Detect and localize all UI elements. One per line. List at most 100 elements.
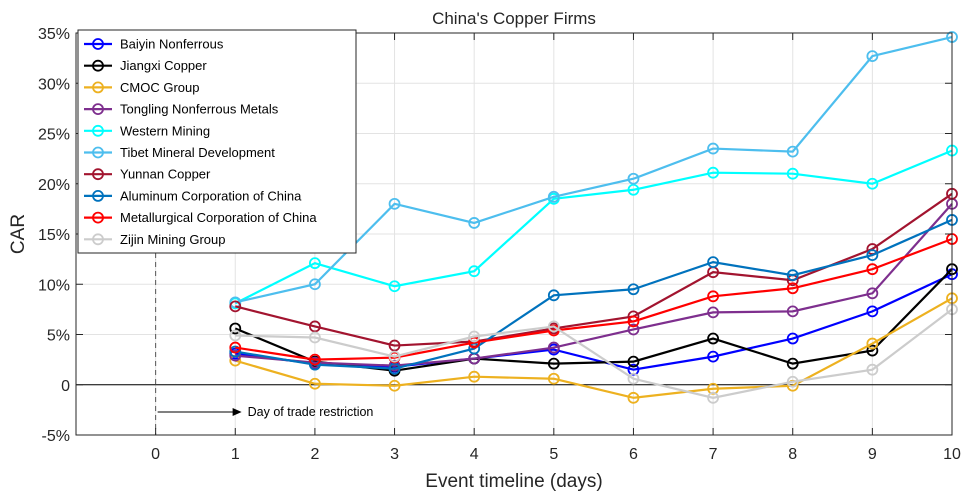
annotation-text: Day of trade restriction (248, 405, 374, 419)
series-point (229, 349, 242, 362)
series-point (309, 320, 321, 333)
legend: Baiyin Nonferrous Jiangxi Copper CMOC Grou… (77, 29, 357, 254)
series-point (547, 341, 560, 354)
series-point (388, 197, 401, 210)
series-point (786, 167, 799, 180)
legend-swatch-marker (92, 233, 104, 246)
series-point (229, 322, 242, 335)
x-tick-label: 1 (231, 446, 240, 463)
series-point (627, 355, 640, 368)
legend-entry: Baiyin Nonferrous (120, 37, 224, 52)
x-tick-label: 7 (709, 446, 718, 463)
series-point (786, 332, 799, 345)
series-point (547, 190, 560, 203)
series-point (309, 278, 321, 291)
series-point (229, 300, 242, 313)
series-point (707, 256, 719, 269)
series-line (234, 149, 953, 305)
series-point (229, 329, 242, 342)
y-tick-label: 30% (38, 76, 70, 93)
legend-swatch-marker (92, 124, 104, 137)
series-point (627, 363, 640, 376)
y-tick-label: 10% (38, 277, 70, 294)
x-tick-label: 8 (788, 446, 797, 463)
x-tick-label: 2 (310, 446, 319, 463)
legend-swatch-marker (92, 146, 104, 159)
series-point (707, 391, 719, 404)
series-point (627, 183, 640, 196)
series-point (468, 217, 481, 229)
y-tick-label: 0 (61, 378, 70, 395)
legend-swatch-marker (92, 211, 104, 224)
series-point (786, 375, 799, 388)
legend-swatch-marker (92, 59, 104, 72)
series-point (309, 257, 321, 270)
series-point (627, 323, 640, 336)
series-point (707, 382, 719, 395)
series-point (866, 305, 879, 318)
series-point (866, 263, 879, 276)
series-point (388, 280, 401, 293)
series-point (388, 379, 401, 392)
series-point (786, 282, 799, 295)
series-point (707, 332, 719, 345)
x-tick-label: 3 (390, 446, 399, 463)
y-tick-label: 20% (38, 177, 70, 194)
x-tick-label: 4 (470, 446, 479, 463)
series-point (866, 287, 879, 300)
series-point (866, 249, 879, 262)
series-point (866, 344, 879, 357)
x-tick-label: 10 (943, 446, 961, 463)
series-point (547, 289, 560, 302)
series-point (866, 50, 879, 63)
series-line (235, 218, 953, 370)
series-point (707, 350, 719, 363)
series-line (235, 308, 953, 399)
series-point (866, 363, 879, 376)
series-point (547, 357, 560, 370)
series-point (707, 166, 719, 179)
series-point (627, 391, 640, 404)
y-tick-label: 5% (47, 328, 70, 345)
legend-entry: Tongling Nonferrous Metals (120, 102, 279, 117)
series-point (547, 320, 560, 333)
y-tick-label: 15% (38, 227, 70, 244)
series-point (309, 377, 321, 390)
series-point (309, 353, 321, 366)
legend-entry: Jiangxi Copper (120, 58, 207, 73)
series-line (235, 237, 953, 361)
series-point (388, 362, 401, 375)
series-point (707, 290, 719, 303)
series-point (309, 331, 321, 344)
series-line (235, 203, 953, 367)
legend-entry: Zijin Mining Group (120, 232, 226, 247)
series-point (707, 142, 719, 155)
legend-swatch-marker (92, 189, 104, 202)
x-tick-label: 9 (868, 446, 877, 463)
annotation-arrowhead (232, 408, 242, 416)
series-point (388, 339, 401, 352)
series-point (627, 372, 640, 385)
series-point (866, 177, 879, 190)
series-point (468, 330, 481, 343)
annotation: Day of trade restriction (157, 405, 374, 419)
legend-swatch-marker (92, 103, 104, 115)
series-point (229, 341, 242, 354)
legend-box (77, 29, 357, 254)
legend-entry: Yunnan Copper (120, 167, 211, 182)
legend-entry: Tibet Mineral Development (120, 145, 275, 160)
series-point (707, 306, 719, 319)
legend-swatch-marker (92, 38, 104, 50)
chart-title: China's Copper Firms (432, 9, 596, 28)
legend-entry: Metallurgical Corporation of China (120, 210, 317, 225)
series-point (547, 372, 560, 385)
x-axis-label: Event timeline (days) (425, 471, 602, 492)
series-point (627, 172, 640, 185)
y-tick-label: 35% (38, 26, 70, 43)
series-point (388, 350, 401, 363)
y-tick-label: -5% (42, 428, 70, 445)
series-point (866, 337, 879, 350)
series-point (786, 357, 799, 370)
legend-entry: Aluminum Corporation of China (120, 188, 302, 203)
